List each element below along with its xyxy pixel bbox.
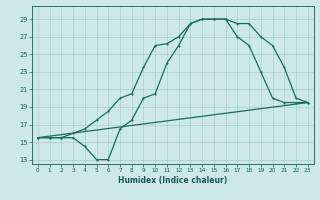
X-axis label: Humidex (Indice chaleur): Humidex (Indice chaleur) bbox=[118, 176, 228, 185]
